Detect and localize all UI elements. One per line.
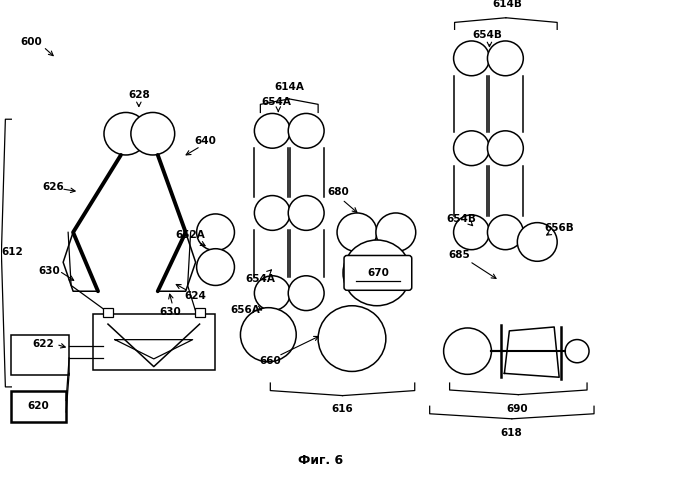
Bar <box>194 308 205 317</box>
Circle shape <box>517 223 557 261</box>
Circle shape <box>454 41 489 76</box>
Text: 630: 630 <box>38 266 60 276</box>
Circle shape <box>240 308 296 362</box>
Text: 614A: 614A <box>274 82 304 92</box>
Bar <box>103 308 113 317</box>
Circle shape <box>337 213 377 252</box>
Circle shape <box>254 114 290 148</box>
Bar <box>11 391 66 422</box>
Text: 628: 628 <box>128 90 150 100</box>
Circle shape <box>444 328 491 374</box>
Circle shape <box>288 114 324 148</box>
Text: 680: 680 <box>327 187 349 197</box>
Text: 640: 640 <box>194 137 217 146</box>
Text: 600: 600 <box>20 37 42 47</box>
Text: 618: 618 <box>500 428 522 438</box>
Text: 660: 660 <box>259 356 281 366</box>
Circle shape <box>454 215 489 250</box>
Text: 656B: 656B <box>545 224 574 233</box>
Circle shape <box>131 113 175 155</box>
Text: 622: 622 <box>32 340 54 349</box>
Circle shape <box>104 113 147 155</box>
Text: 685: 685 <box>449 250 470 259</box>
Text: 616: 616 <box>331 404 353 414</box>
Circle shape <box>454 131 489 166</box>
Text: 670: 670 <box>367 268 389 278</box>
Text: 656A: 656A <box>231 305 260 314</box>
Circle shape <box>343 240 411 306</box>
Bar <box>93 314 215 370</box>
Circle shape <box>288 196 324 230</box>
Bar <box>11 335 69 375</box>
Circle shape <box>196 249 234 285</box>
Text: 654A: 654A <box>245 274 275 284</box>
Text: 654B: 654B <box>473 30 503 40</box>
Circle shape <box>254 196 290 230</box>
Circle shape <box>254 276 290 311</box>
Circle shape <box>196 214 234 251</box>
Text: Фиг. 6: Фиг. 6 <box>298 454 343 467</box>
Polygon shape <box>505 327 559 377</box>
Text: 620: 620 <box>28 401 50 411</box>
Circle shape <box>565 340 589 363</box>
Circle shape <box>487 131 524 166</box>
Circle shape <box>487 41 524 76</box>
Text: 654A: 654A <box>261 97 291 107</box>
Text: 612: 612 <box>1 247 23 256</box>
Text: 626: 626 <box>43 182 64 192</box>
Text: 652A: 652A <box>175 230 206 240</box>
Circle shape <box>318 306 386 371</box>
Text: 624: 624 <box>185 291 206 301</box>
FancyBboxPatch shape <box>344 256 412 290</box>
Circle shape <box>376 213 416 252</box>
Text: 630: 630 <box>160 308 182 317</box>
Text: 654B: 654B <box>447 214 477 224</box>
Text: 690: 690 <box>507 404 528 414</box>
Circle shape <box>288 276 324 311</box>
Circle shape <box>487 215 524 250</box>
Text: 614B: 614B <box>492 0 522 9</box>
